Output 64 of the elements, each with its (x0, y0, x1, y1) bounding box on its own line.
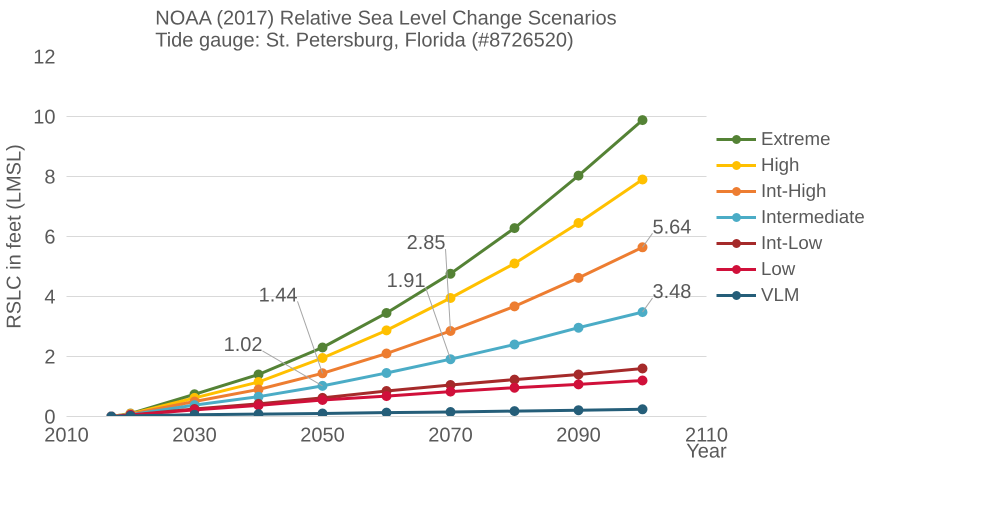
point (574, 405, 584, 416)
y-tick-label: 10 (33, 106, 56, 128)
point (446, 386, 456, 397)
x-tick-label: 2090 (556, 424, 601, 446)
point (510, 301, 520, 312)
point (318, 353, 328, 363)
point (638, 364, 648, 374)
point (446, 354, 456, 364)
data-label: 3.48 (652, 281, 692, 304)
point (446, 268, 456, 279)
point (318, 342, 328, 352)
x-tick-label: 2050 (300, 424, 345, 446)
data-label: 1.91 (386, 270, 426, 292)
y-axis-title: RSLC in feet (LMSL) (3, 144, 26, 329)
legend-label: Int-Low (761, 232, 822, 254)
point (510, 258, 520, 268)
point (382, 325, 392, 336)
point (574, 370, 584, 380)
point (382, 408, 392, 416)
point (510, 406, 520, 416)
point (638, 307, 648, 318)
y-tick-label: 12 (33, 46, 56, 68)
point (638, 404, 648, 414)
point (574, 218, 584, 228)
data-label: 1.44 (258, 284, 298, 306)
legend-label: High (761, 154, 800, 176)
y-tick-label: 2 (44, 346, 56, 368)
y-tick-label: 6 (44, 226, 56, 248)
point (638, 242, 648, 252)
point (318, 368, 328, 378)
point (574, 170, 584, 181)
point (510, 374, 520, 385)
data-label: 2.85 (406, 232, 446, 254)
point (638, 115, 648, 126)
point (574, 379, 584, 390)
point (510, 382, 520, 393)
point (318, 408, 328, 416)
legend-label: Int-High (761, 180, 826, 202)
point (382, 368, 392, 378)
point (510, 340, 520, 350)
point (638, 376, 648, 386)
point (318, 380, 328, 391)
point (382, 391, 392, 402)
x-axis-title: Year (686, 440, 728, 462)
point (510, 223, 520, 234)
point (446, 407, 456, 416)
legend-label: VLM (761, 284, 800, 306)
point (382, 348, 392, 358)
point (574, 322, 584, 333)
x-tick-label: 2030 (172, 424, 217, 446)
y-tick-label: 4 (44, 286, 56, 308)
data-label: 1.02 (224, 334, 263, 356)
legend-label: Extreme (761, 128, 830, 150)
legend-label: Intermediate (761, 206, 865, 228)
chart-title: NOAA (2017) Relative Sea Level Change Scenarios Tide gauge: St. Petersburg, Florida (#8726520) (155, 8, 617, 52)
data-label: 5.64 (652, 216, 692, 238)
point (382, 308, 392, 318)
point (638, 174, 648, 184)
y-tick-label: 8 (44, 166, 56, 188)
x-tick-label: 2070 (428, 424, 473, 446)
point (318, 395, 328, 405)
point (574, 272, 584, 283)
point (446, 326, 456, 336)
legend-label: Low (761, 258, 796, 280)
